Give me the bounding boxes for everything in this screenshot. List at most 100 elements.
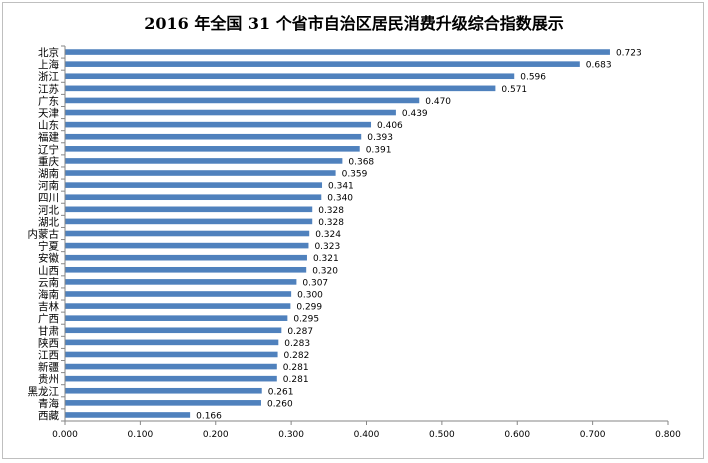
data-label: 0.328 <box>318 206 344 216</box>
bar <box>65 375 277 382</box>
category-label: 河北 <box>38 204 59 216</box>
category-label: 陕西 <box>38 336 59 349</box>
data-label: 0.281 <box>283 375 309 385</box>
x-tick-label: 0.600 <box>504 430 530 440</box>
category-label: 广东 <box>38 94 59 107</box>
bar <box>65 218 313 225</box>
category-label: 湖南 <box>38 167 59 180</box>
category-label: 河南 <box>38 179 59 192</box>
data-label: 0.341 <box>328 182 354 192</box>
data-label: 0.320 <box>312 266 338 276</box>
x-tick-label: 0.800 <box>655 430 681 440</box>
bar <box>65 242 309 249</box>
category-label: 上海 <box>38 58 59 71</box>
category-label: 西藏 <box>38 410 59 422</box>
category-label: 内蒙古 <box>28 228 60 241</box>
data-label: 0.260 <box>267 399 293 409</box>
x-tick-label: 0.500 <box>429 430 455 440</box>
data-label: 0.324 <box>315 230 341 240</box>
bar <box>65 61 580 67</box>
category-label: 江西 <box>38 349 59 361</box>
category-label: 广西 <box>38 313 59 325</box>
data-label: 0.283 <box>284 339 310 349</box>
data-label: 0.281 <box>283 363 309 373</box>
data-label: 0.470 <box>425 97 451 107</box>
x-tick-label: 0.300 <box>278 430 304 440</box>
data-label: 0.683 <box>586 61 612 71</box>
category-label: 湖北 <box>38 216 59 228</box>
data-label: 0.328 <box>318 218 344 228</box>
bar <box>65 400 261 406</box>
category-label: 新疆 <box>38 361 59 374</box>
x-tick-label: 0.100 <box>127 430 153 440</box>
bar <box>65 121 372 128</box>
category-label: 四川 <box>38 192 59 204</box>
bar <box>65 206 313 213</box>
bar <box>65 73 515 80</box>
data-label: 0.300 <box>297 290 323 300</box>
bar <box>65 109 396 116</box>
category-label: 辽宁 <box>38 143 59 156</box>
bar <box>65 254 307 261</box>
data-label: 0.359 <box>342 170 368 180</box>
category-label: 甘肃 <box>38 324 59 337</box>
bar <box>65 146 360 152</box>
data-label: 0.321 <box>313 254 339 264</box>
data-label: 0.406 <box>377 121 403 131</box>
data-label: 0.261 <box>268 387 294 397</box>
category-label: 山东 <box>38 119 59 132</box>
bar <box>65 266 307 273</box>
category-label: 安徽 <box>38 252 59 265</box>
category-label: 青海 <box>38 397 59 410</box>
bar <box>65 194 322 201</box>
bar <box>65 387 262 394</box>
data-label: 0.368 <box>348 157 374 167</box>
x-tick-label: 0.400 <box>354 430 380 440</box>
data-label: 0.166 <box>196 411 222 421</box>
bar <box>65 97 420 104</box>
data-label: 0.391 <box>366 145 392 155</box>
bar <box>65 339 279 346</box>
category-label: 江苏 <box>38 82 59 95</box>
x-tick-label: 0.700 <box>580 430 606 440</box>
bar <box>65 279 297 285</box>
bar <box>65 412 191 418</box>
category-label: 天津 <box>38 108 59 120</box>
bar <box>65 351 278 358</box>
bar <box>65 170 336 176</box>
x-tick-label: 0.200 <box>203 430 229 440</box>
data-label: 0.723 <box>616 49 642 59</box>
data-label: 0.571 <box>501 85 527 95</box>
bar <box>65 303 291 309</box>
bar <box>65 49 610 55</box>
category-label: 云南 <box>38 276 59 289</box>
category-label: 福建 <box>38 131 59 144</box>
category-label: 海南 <box>38 288 59 301</box>
data-label: 0.596 <box>520 73 546 83</box>
data-label: 0.439 <box>402 109 428 119</box>
bar <box>65 230 310 237</box>
bar <box>65 158 343 164</box>
data-label: 0.295 <box>293 315 319 325</box>
category-label: 黑龙江 <box>28 385 60 398</box>
category-label: 北京 <box>38 46 59 59</box>
data-label: 0.282 <box>284 351 310 361</box>
category-label: 重庆 <box>38 155 59 168</box>
bar <box>65 363 277 370</box>
data-label: 0.307 <box>302 278 328 288</box>
data-label: 0.299 <box>296 303 322 313</box>
bar <box>65 315 288 321</box>
category-label: 吉林 <box>38 300 59 313</box>
bar <box>65 291 292 297</box>
bar <box>65 327 282 334</box>
bar <box>65 85 496 92</box>
x-tick-label: 0.000 <box>52 430 78 440</box>
data-label: 0.323 <box>314 242 340 252</box>
chart-title: 2016 年全国 31 个省市自治区居民消费升级综合指数展示 <box>144 14 564 33</box>
category-label: 山西 <box>38 265 59 277</box>
data-label: 0.393 <box>367 133 393 143</box>
bar <box>65 133 362 140</box>
category-label: 贵州 <box>38 373 59 386</box>
bar <box>65 182 323 188</box>
